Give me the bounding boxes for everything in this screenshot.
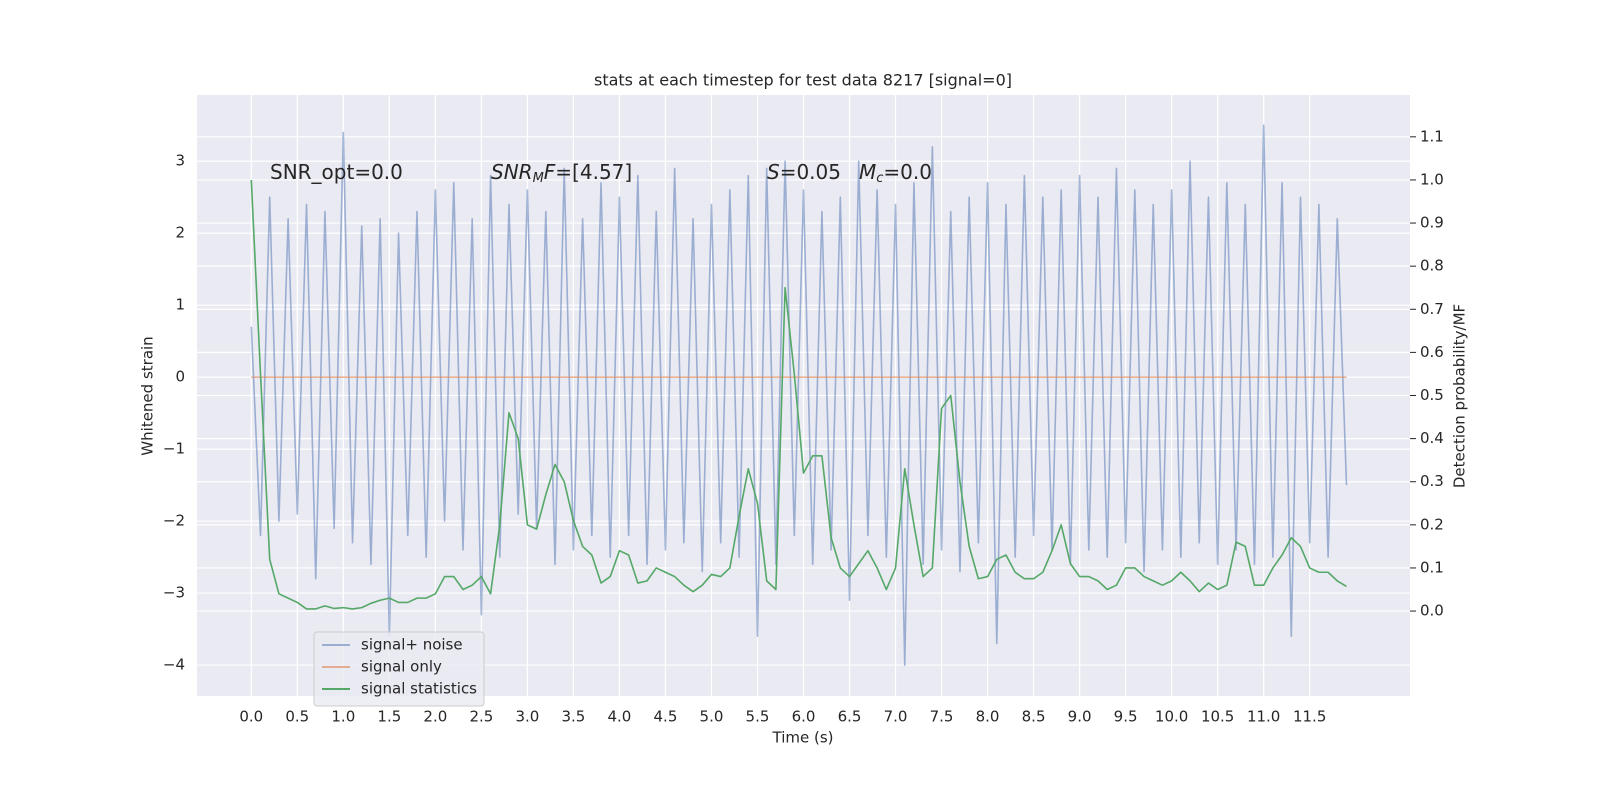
annotation-part: F xyxy=(544,160,556,184)
x-tick-label: 6.5 xyxy=(838,708,862,726)
y2-tick-label: 0.3 xyxy=(1420,472,1444,490)
x-tick-label: 11.0 xyxy=(1247,708,1280,726)
y2-tick-label: 0.7 xyxy=(1420,300,1444,318)
y2-tick-label: 0.1 xyxy=(1420,558,1444,576)
y-tick-label: −4 xyxy=(163,656,185,674)
x-tick-label: 11.5 xyxy=(1293,708,1326,726)
annotation-part: SNR_opt=0.0 xyxy=(270,160,403,184)
x-tick-label: 8.0 xyxy=(976,708,1000,726)
legend-label: signal statistics xyxy=(361,680,477,698)
x-tick-label: 3.0 xyxy=(515,708,539,726)
x-tick-label: 4.5 xyxy=(654,708,678,726)
annotation-part: =0.0 xyxy=(883,160,932,184)
y2-tick-label: 1.0 xyxy=(1420,170,1444,188)
x-tick-label: 8.5 xyxy=(1022,708,1046,726)
y2-tick-label: 0.4 xyxy=(1420,429,1444,447)
legend-label: signal only xyxy=(361,658,442,676)
series-line xyxy=(250,124,1348,666)
y-tick-label: 3 xyxy=(175,152,185,170)
annotation-part: =[4.57] xyxy=(555,160,632,184)
x-tick-label: 5.0 xyxy=(700,708,724,726)
x-tick-label: 9.0 xyxy=(1068,708,1092,726)
annotation-part: S xyxy=(767,160,780,184)
legend-box xyxy=(313,631,485,707)
y-tick-label: 0 xyxy=(175,368,185,386)
y2-tick-label: 0.6 xyxy=(1420,343,1444,361)
legend-label: signal+ noise xyxy=(361,636,463,654)
y2-tick-label: 0.0 xyxy=(1420,602,1444,620)
x-tick-label: 1.5 xyxy=(377,708,401,726)
y2-tick-label: 0.5 xyxy=(1420,386,1444,404)
x-tick-label: 2.0 xyxy=(423,708,447,726)
x-tick-label: 5.5 xyxy=(746,708,770,726)
x-tick-label: 9.5 xyxy=(1114,708,1138,726)
annotation: SNR_opt=0.0 xyxy=(270,160,403,184)
chart-title: stats at each timestep for test data 821… xyxy=(594,71,1012,90)
y-tick-label: 2 xyxy=(175,224,185,242)
series-line xyxy=(250,179,1347,610)
annotation: Mc=0.0 xyxy=(859,160,932,186)
plot-lines xyxy=(250,124,1348,666)
x-axis-label: Time (s) xyxy=(772,729,834,747)
x-tick-label: 1.0 xyxy=(331,708,355,726)
y-tick-label: −2 xyxy=(163,512,185,530)
y2-axis-label: Detection probability/MF xyxy=(1451,304,1469,488)
annotation-part: SNR xyxy=(491,160,533,184)
y-axis-label: Whitened strain xyxy=(139,336,157,455)
y2-tick-label: 0.9 xyxy=(1420,214,1444,232)
annotation-part: c xyxy=(876,171,883,186)
x-tick-label: 10.0 xyxy=(1155,708,1188,726)
x-tick-label: 4.0 xyxy=(608,708,632,726)
x-tick-label: 10.5 xyxy=(1201,708,1234,726)
y2-tick-label: 0.8 xyxy=(1420,257,1444,275)
x-tick-label: 3.5 xyxy=(561,708,585,726)
y-tick-label: −3 xyxy=(163,584,185,602)
annotation: SNRMF=[4.57] xyxy=(491,160,632,186)
y2-tick-label: 1.1 xyxy=(1420,127,1444,145)
x-tick-label: 7.0 xyxy=(884,708,908,726)
y-tick-label: −1 xyxy=(163,440,185,458)
y2-tick-label: 0.2 xyxy=(1420,515,1444,533)
annotation-part: =0.05 xyxy=(780,160,841,184)
y-tick-label: 1 xyxy=(175,296,185,314)
annotation-part: M xyxy=(859,160,876,184)
x-tick-label: 2.5 xyxy=(469,708,493,726)
x-tick-label: 6.0 xyxy=(792,708,816,726)
x-tick-label: 0.0 xyxy=(239,708,263,726)
annotation: S=0.05 xyxy=(767,160,841,184)
annotation-part: M xyxy=(533,171,544,186)
x-tick-label: 7.5 xyxy=(930,708,954,726)
x-tick-label: 0.5 xyxy=(285,708,309,726)
